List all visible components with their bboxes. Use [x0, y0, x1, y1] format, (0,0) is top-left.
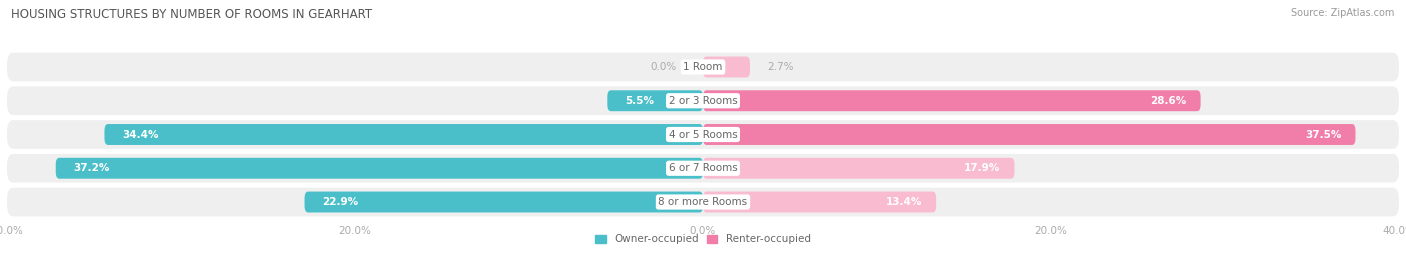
FancyBboxPatch shape: [703, 192, 936, 213]
Text: 8 or more Rooms: 8 or more Rooms: [658, 197, 748, 207]
FancyBboxPatch shape: [305, 192, 703, 213]
FancyBboxPatch shape: [104, 124, 703, 145]
Text: 4 or 5 Rooms: 4 or 5 Rooms: [669, 129, 737, 140]
FancyBboxPatch shape: [7, 154, 1399, 183]
Text: HOUSING STRUCTURES BY NUMBER OF ROOMS IN GEARHART: HOUSING STRUCTURES BY NUMBER OF ROOMS IN…: [11, 8, 373, 21]
Text: 28.6%: 28.6%: [1150, 96, 1187, 106]
Text: 6 or 7 Rooms: 6 or 7 Rooms: [669, 163, 737, 173]
FancyBboxPatch shape: [703, 90, 1201, 111]
Text: 1 Room: 1 Room: [683, 62, 723, 72]
Text: 2 or 3 Rooms: 2 or 3 Rooms: [669, 96, 737, 106]
Text: Source: ZipAtlas.com: Source: ZipAtlas.com: [1291, 8, 1395, 18]
Text: 2.7%: 2.7%: [768, 62, 794, 72]
FancyBboxPatch shape: [607, 90, 703, 111]
FancyBboxPatch shape: [703, 124, 1355, 145]
FancyBboxPatch shape: [7, 86, 1399, 115]
FancyBboxPatch shape: [7, 53, 1399, 81]
Text: 34.4%: 34.4%: [122, 129, 159, 140]
FancyBboxPatch shape: [703, 56, 749, 77]
FancyBboxPatch shape: [703, 158, 1015, 179]
Text: 13.4%: 13.4%: [886, 197, 922, 207]
Text: 17.9%: 17.9%: [965, 163, 1001, 173]
Text: 5.5%: 5.5%: [624, 96, 654, 106]
Text: 22.9%: 22.9%: [322, 197, 359, 207]
FancyBboxPatch shape: [7, 188, 1399, 216]
Text: 37.5%: 37.5%: [1305, 129, 1341, 140]
Legend: Owner-occupied, Renter-occupied: Owner-occupied, Renter-occupied: [593, 232, 813, 246]
Text: 0.0%: 0.0%: [651, 62, 676, 72]
Text: 37.2%: 37.2%: [73, 163, 110, 173]
FancyBboxPatch shape: [56, 158, 703, 179]
FancyBboxPatch shape: [7, 120, 1399, 149]
